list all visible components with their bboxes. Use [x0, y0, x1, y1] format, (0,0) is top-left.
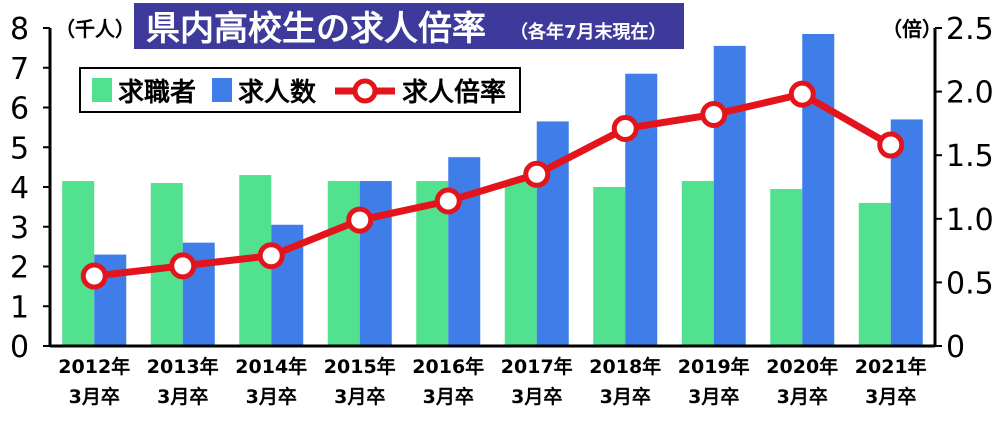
- bar-job-seekers-6: [593, 187, 626, 346]
- left-tick-label-6: 6: [10, 92, 29, 127]
- x-tick-label-0-1: 3月卒: [69, 385, 120, 408]
- bar-job-seekers-0: [62, 181, 95, 346]
- x-tick-label-9-0: 2021年: [855, 355, 927, 378]
- left-tick-label-4: 4: [10, 171, 29, 206]
- x-tick-label-5-1: 3月卒: [511, 385, 562, 408]
- title-banner: [134, 3, 684, 49]
- bar-job-seekers-5: [504, 181, 537, 346]
- x-tick-label-2-0: 2014年: [235, 355, 307, 378]
- x-tick-label-6-1: 3月卒: [600, 385, 651, 408]
- bar-job-seekers-8: [770, 188, 803, 346]
- chart-subtitle: （各年7月末現在）: [510, 21, 667, 43]
- left-tick-label-0: 0: [10, 330, 29, 365]
- legend-label-ratio: 求人倍率: [402, 77, 506, 108]
- left-tick-label-3: 3: [10, 211, 29, 246]
- x-axis-labels: 2012年 3月卒 2013年 3月卒 2014年 3月卒 2015年 3月卒 2016年 3月卒…: [58, 355, 926, 408]
- ratio-point-9: [877, 131, 905, 159]
- ratio-point-6: [611, 114, 639, 142]
- bar-job-openings-7: [713, 45, 746, 346]
- bar-job-openings-5: [536, 121, 569, 346]
- legend-swatch-job-seekers: [92, 78, 112, 102]
- x-tick-label-7-1: 3月卒: [688, 385, 739, 408]
- x-tick-label-1-1: 3月卒: [157, 385, 208, 408]
- left-tick-label-5: 5: [10, 131, 29, 166]
- legend-label-job-seekers: 求職者: [118, 78, 196, 108]
- ratio-point-7: [700, 100, 728, 128]
- ratio-point-4: [434, 187, 462, 215]
- right-tick-label-0: 0: [946, 330, 965, 365]
- right-tick-label-3: 1.5: [946, 139, 994, 174]
- right-tick-label-1: 0.5: [946, 266, 994, 301]
- bar-job-openings-3: [359, 181, 392, 346]
- right-tick-label-5: 2.5: [946, 12, 994, 47]
- line-layer: [80, 80, 905, 290]
- ratio-point-8: [788, 80, 816, 108]
- x-tick-label-0-0: 2012年: [58, 355, 130, 378]
- bar-job-openings-8: [802, 33, 835, 347]
- bar-job-seekers-7: [681, 181, 714, 346]
- x-tick-label-2-1: 3月卒: [246, 385, 297, 408]
- ratio-point-3: [346, 206, 374, 234]
- x-tick-label-1-0: 2013年: [147, 355, 219, 378]
- left-tick-label-8: 8: [10, 12, 29, 47]
- left-tick-label-7: 7: [10, 52, 29, 87]
- left-tick-label-2: 2: [10, 251, 29, 286]
- right-axis-unit: （倍）: [882, 17, 942, 41]
- left-tick-label-1: 1: [10, 290, 29, 325]
- x-tick-label-3-1: 3月卒: [334, 385, 385, 408]
- bar-job-seekers-3: [327, 181, 360, 346]
- x-tick-label-5-0: 2017年: [501, 355, 573, 378]
- right-axis-ticks: 0 0.5 1.0 1.5 2.0 2.5: [935, 12, 994, 365]
- right-tick-label-2: 1.0: [946, 203, 994, 238]
- legend-swatch-job-openings: [212, 78, 232, 102]
- right-tick-label-4: 2.0: [946, 76, 994, 111]
- x-tick-label-4-1: 3月卒: [423, 385, 474, 408]
- ratio-point-5: [523, 160, 551, 188]
- ratio-point-0: [80, 262, 108, 290]
- bar-job-seekers-9: [858, 202, 891, 346]
- legend: 求職者 求人数 求人倍率: [79, 67, 521, 113]
- x-tick-label-9-1: 3月卒: [865, 385, 916, 408]
- bar-job-openings-6: [625, 73, 658, 347]
- x-tick-label-7-0: 2019年: [678, 355, 750, 378]
- legend-label-job-openings: 求人数: [238, 78, 317, 108]
- ratio-point-2: [257, 242, 285, 270]
- legend-background: [79, 67, 521, 113]
- x-tick-label-8-0: 2020年: [766, 355, 838, 378]
- x-tick-label-6-0: 2018年: [589, 355, 661, 378]
- bar-job-openings-4: [448, 157, 481, 346]
- chart-title: 県内高校生の求人倍率: [146, 9, 486, 49]
- x-tick-label-3-0: 2015年: [324, 355, 396, 378]
- x-tick-label-8-1: 3月卒: [777, 385, 828, 408]
- x-tick-label-4-0: 2016年: [412, 355, 484, 378]
- left-axis-unit: （千人）: [55, 17, 135, 41]
- ratio-line: [93, 90, 893, 280]
- left-axis-ticks: 0 1 2 3 4 5 6 7 8: [10, 12, 50, 365]
- legend-swatch-ratio-marker: [352, 78, 378, 104]
- ratio-point-1: [169, 252, 197, 280]
